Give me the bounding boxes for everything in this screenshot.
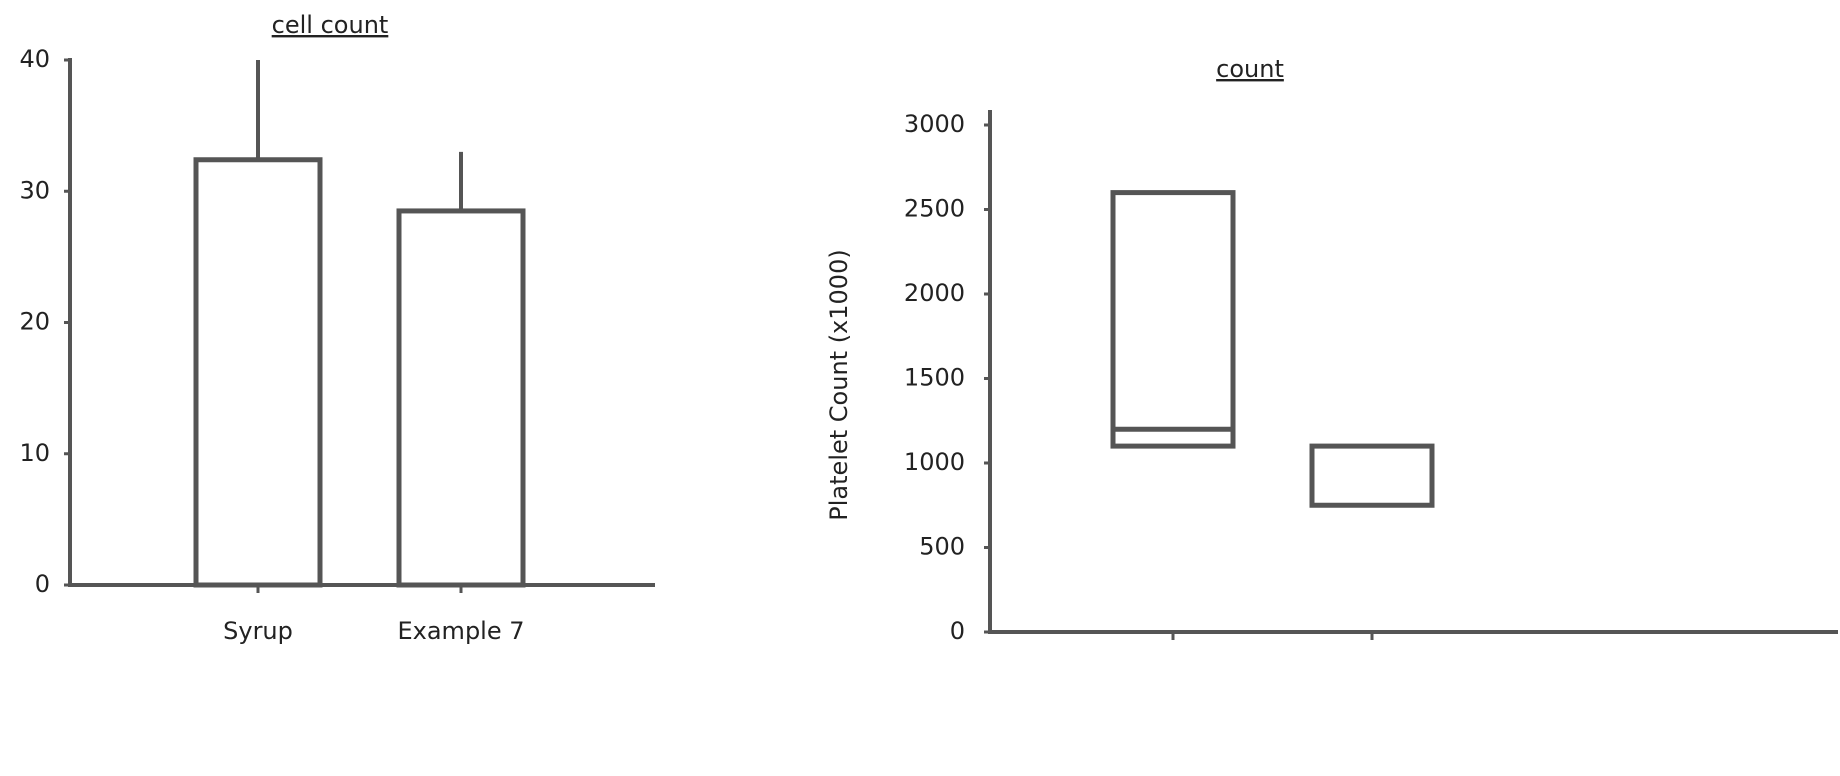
box — [1312, 446, 1432, 505]
y-tick-label: 2000 — [904, 279, 965, 307]
chart-title: count — [1216, 55, 1284, 83]
y-tick-label: 20 — [19, 308, 50, 336]
y-tick-label: 1500 — [904, 364, 965, 392]
y-tick-label: 30 — [19, 176, 50, 204]
x-tick-label: Example 7 — [397, 617, 524, 645]
bar — [196, 160, 320, 585]
bar — [399, 211, 523, 585]
y-tick-label: 1000 — [904, 448, 965, 476]
y-tick-label: 3000 — [904, 110, 965, 138]
platelet-chart: count Platelet Count (x1000) 0 500 1000 150… — [825, 55, 1838, 645]
y-tick-label: 0 — [950, 617, 965, 645]
y-tick-label: 40 — [19, 45, 50, 73]
chart-title: cell count — [272, 11, 389, 39]
y-tick-label: 2500 — [904, 195, 965, 223]
cell-count-chart: cell count 0 10 20 30 40 Syrup Example 7 — [19, 11, 655, 645]
y-tick-label: 0 — [35, 570, 50, 598]
box — [1113, 193, 1233, 447]
y-axis-label: Platelet Count (x1000) — [825, 249, 853, 520]
x-tick-label: Syrup — [223, 617, 293, 645]
y-tick-label: 10 — [19, 439, 50, 467]
y-tick-label: 500 — [919, 533, 965, 561]
